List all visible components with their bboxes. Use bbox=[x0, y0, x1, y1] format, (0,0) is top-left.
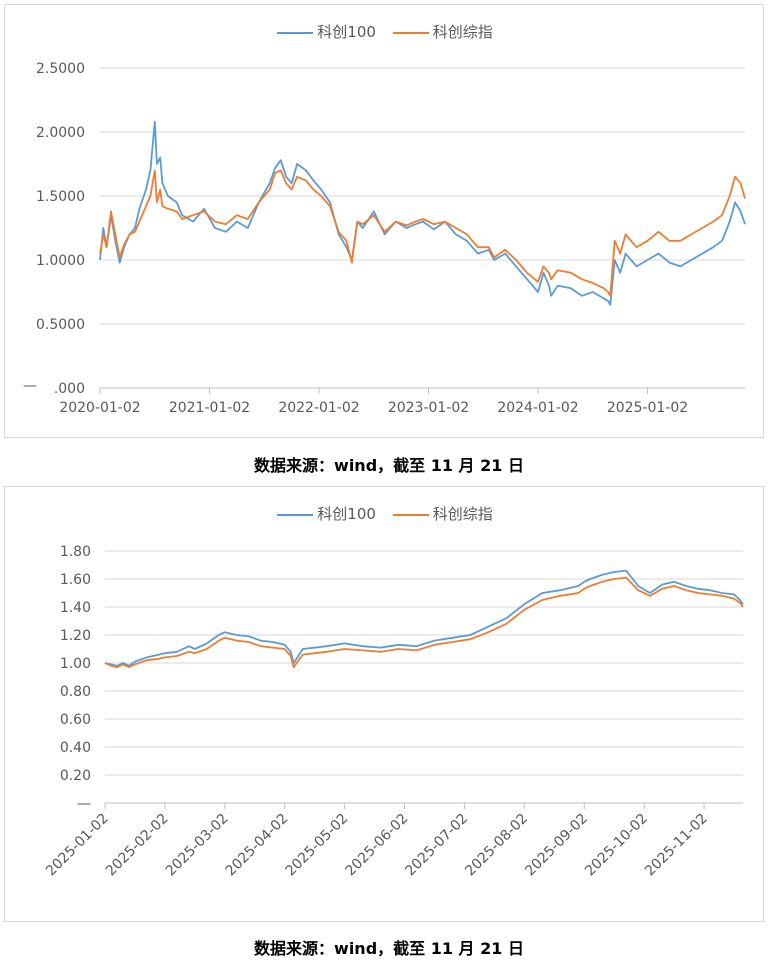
legend-label-kc100: 科创100 bbox=[317, 23, 376, 41]
legend-item-kczz: 科创综指 bbox=[392, 21, 493, 42]
y-tick-label: 2.5000 bbox=[36, 61, 85, 77]
x-tick-label: 2025-06-02 bbox=[343, 811, 412, 880]
y-tick-label: 0.5000 bbox=[36, 317, 85, 333]
x-tick-label: 2022-01-02 bbox=[278, 400, 359, 416]
caption-2: 数据来源：wind，截至 11 月 21 日 bbox=[254, 939, 524, 958]
x-tick-label: 2025-08-02 bbox=[462, 811, 531, 880]
legend-item-kc100: 科创100 bbox=[277, 21, 376, 42]
legend-swatch-kczz bbox=[392, 31, 429, 34]
x-tick-label: 2021-01-02 bbox=[169, 400, 250, 416]
legend-swatch-kczz bbox=[392, 513, 429, 516]
y-tick-label: 1.80 bbox=[60, 544, 91, 560]
chart-svg-2: 1.801.601.401.201.000.800.600.400.20—202… bbox=[43, 544, 744, 880]
y-zero-dash: — bbox=[23, 378, 37, 394]
x-tick-label: 2025-02-02 bbox=[103, 811, 172, 880]
y-tick-label: 1.0000 bbox=[36, 253, 85, 269]
y-tick-label: 0.20 bbox=[60, 768, 91, 784]
series-line-kczz bbox=[104, 576, 744, 669]
legend-2: 科创100 科创综指 bbox=[5, 503, 765, 524]
legend-1: 科创100 科创综指 bbox=[5, 21, 765, 42]
y-tick-label: .000 bbox=[54, 381, 85, 397]
x-tick-label: 2023-01-02 bbox=[388, 400, 469, 416]
chart-panel-1: 科创100 科创综指 2.5000 2.0000 1.5000 1.0000 0.500… bbox=[4, 4, 764, 438]
x-tick-label: 2025-11-02 bbox=[642, 811, 711, 880]
x-tick-label: 2025-10-02 bbox=[582, 811, 651, 880]
x-tick-label: 2025-07-02 bbox=[402, 811, 471, 880]
y-tick-label: — bbox=[77, 796, 91, 812]
chart-svg-1: 2.5000 2.0000 1.5000 1.0000 0.5000 .000 — 2020-… bbox=[23, 61, 746, 416]
y-tick-label: 1.5000 bbox=[36, 189, 85, 205]
legend-label-kczz: 科创综指 bbox=[432, 505, 493, 523]
x-tick-label: 2025-09-02 bbox=[522, 811, 591, 880]
x-tick-label: 2024-01-02 bbox=[497, 400, 578, 416]
y-tick-label: 1.20 bbox=[60, 628, 91, 644]
legend-swatch-kc100 bbox=[277, 31, 314, 34]
series-line-kc100 bbox=[104, 569, 744, 667]
x-tick-label: 2025-05-02 bbox=[283, 811, 352, 880]
legend-swatch-kc100 bbox=[277, 513, 314, 516]
y-tick-label: 0.40 bbox=[60, 740, 91, 756]
legend-item-kc100: 科创100 bbox=[277, 503, 376, 524]
chart-panel-2: 科创100 科创综指 1.80 1.60 1.40 1.20 1.00 0.80 0.60 0… bbox=[4, 486, 764, 922]
x-tick-label: 2020-01-02 bbox=[59, 400, 140, 416]
series-line-kczz bbox=[99, 169, 746, 297]
x-tick-label: 2025-01-02 bbox=[43, 811, 112, 880]
legend-item-kczz: 科创综指 bbox=[392, 503, 493, 524]
y-tick-label: 1.40 bbox=[60, 600, 91, 616]
x-tick-label: 2025-04-02 bbox=[223, 811, 292, 880]
y-tick-label: 1.00 bbox=[60, 656, 91, 672]
y-tick-label: 0.80 bbox=[60, 684, 91, 700]
y-tick-label: 1.60 bbox=[60, 572, 91, 588]
y-tick-label: 0.60 bbox=[60, 712, 91, 728]
x-tick-label: 2025-03-02 bbox=[163, 811, 232, 880]
legend-label-kczz: 科创综指 bbox=[432, 23, 493, 41]
x-tick-label: 2025-01-02 bbox=[607, 400, 688, 416]
y-tick-label: 2.0000 bbox=[36, 125, 85, 141]
caption-1: 数据来源：wind，截至 11 月 21 日 bbox=[254, 456, 524, 475]
legend-label-kc100: 科创100 bbox=[317, 505, 376, 523]
